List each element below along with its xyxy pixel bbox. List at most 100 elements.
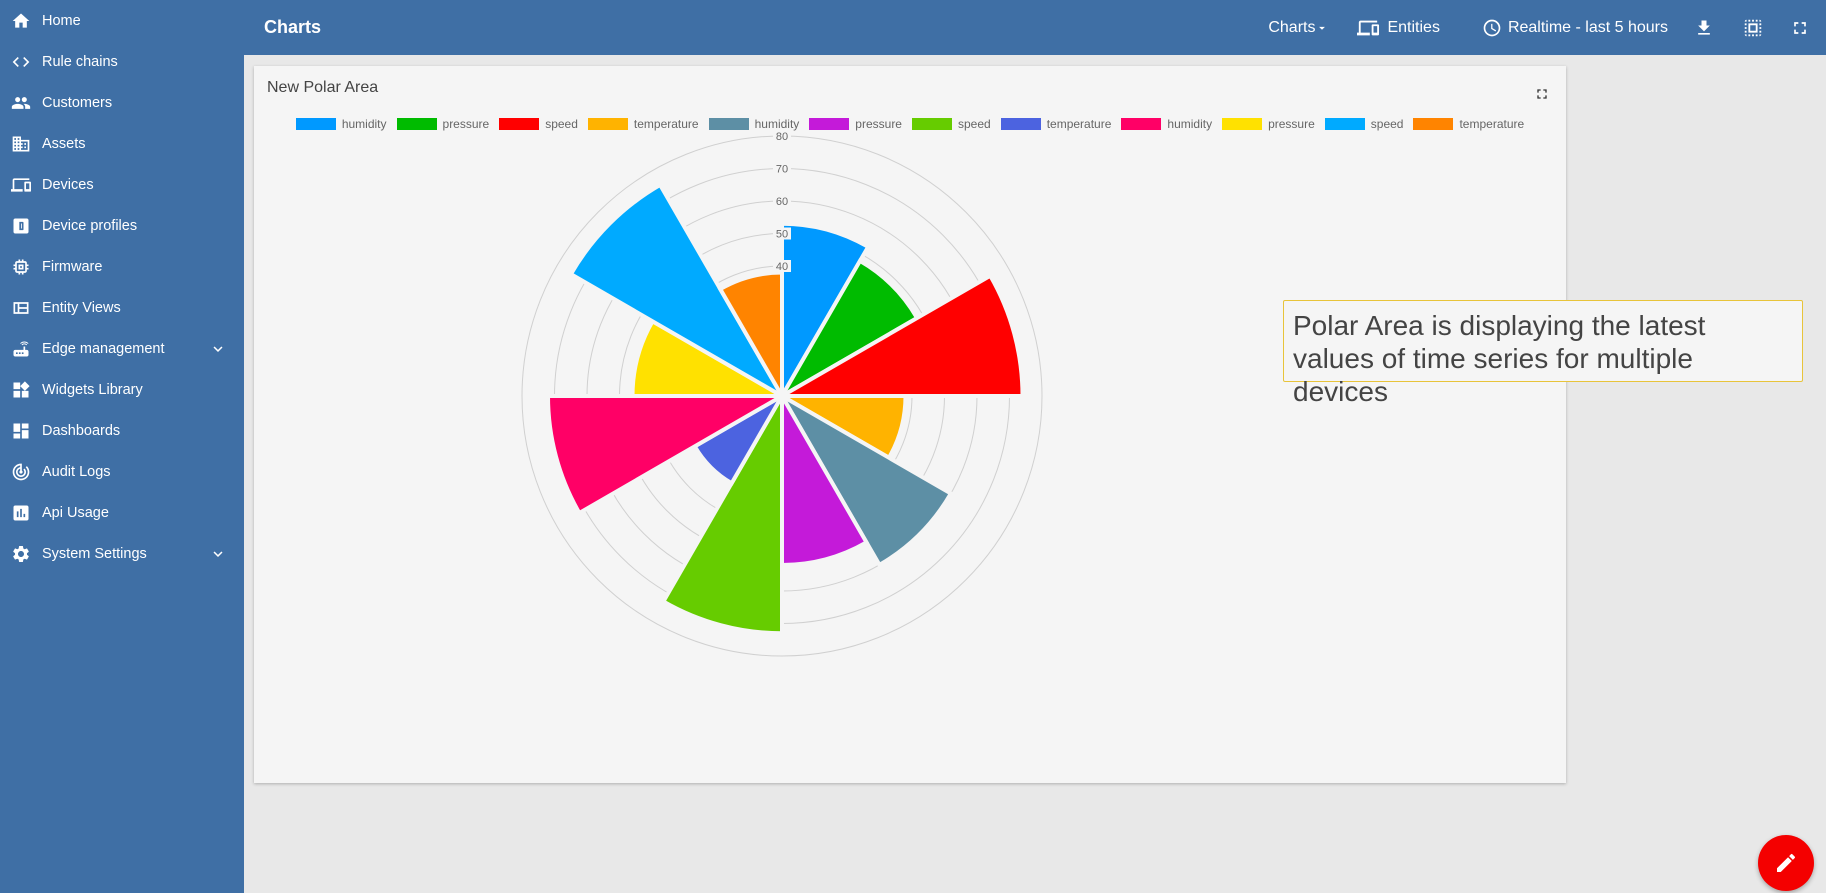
legend-label: speed <box>957 117 991 131</box>
devices-icon <box>10 174 32 196</box>
chevron-down-icon[interactable] <box>206 337 230 361</box>
r-tick-label: 80 <box>776 131 788 143</box>
charts-dropdown-label: Charts <box>1268 18 1316 36</box>
legend-item[interactable]: pressure <box>396 117 490 131</box>
select-area-icon <box>1744 19 1762 36</box>
polar-slice-humidity[interactable] <box>776 390 954 568</box>
polar-area-chart: 40 50 60 70 80 <box>521 130 1043 657</box>
polar-slice-humidity[interactable] <box>545 394 790 516</box>
export-button[interactable] <box>1694 0 1714 55</box>
sidebar-item-label: Customers <box>42 94 113 111</box>
sidebar-item-label: System Settings <box>42 545 147 562</box>
sidebar-item-edge-management[interactable]: Edge management <box>0 328 244 369</box>
sidebar-item-entity-views[interactable]: Entity Views <box>0 287 244 328</box>
polar-slice-temperature[interactable] <box>717 270 784 404</box>
sidebar-item-system-settings[interactable]: System Settings <box>0 533 244 574</box>
polar-area-widget: New Polar Area humidity pressure speed temp… <box>254 66 1566 783</box>
edit-layout-button[interactable] <box>1742 0 1764 55</box>
legend-item[interactable]: humidity <box>1121 117 1212 131</box>
widget-title: New Polar Area <box>267 79 379 96</box>
sidebar-item-label: Edge management <box>42 340 165 357</box>
sidebar-item-devices[interactable]: Devices <box>0 164 244 205</box>
legend-item[interactable]: temperature <box>1413 117 1524 131</box>
legend-swatch <box>1413 118 1454 130</box>
fullscreen-icon <box>1794 21 1806 34</box>
edit-dashboard-button[interactable] <box>1758 835 1814 891</box>
sidebar-item-label: Devices <box>42 176 94 193</box>
polar-slice-humidity[interactable] <box>780 221 871 404</box>
legend-item[interactable]: speed <box>1324 117 1404 131</box>
r-tick-label: 70 <box>776 164 788 176</box>
legend-label: temperature <box>1459 117 1525 131</box>
people-icon <box>10 92 32 114</box>
sidebar-item-audit-logs[interactable]: Audit Logs <box>0 451 244 492</box>
sidebar-item-label: Device profiles <box>42 217 138 234</box>
track-changes-icon <box>10 461 32 483</box>
timewindow-button[interactable]: Realtime - last 5 hours <box>1482 0 1668 55</box>
chevron-down-icon[interactable] <box>206 542 230 566</box>
home-icon <box>10 10 32 32</box>
legend-label: pressure <box>442 117 490 131</box>
legend-swatch <box>809 118 850 130</box>
legend-item[interactable]: temperature <box>1000 117 1112 131</box>
sidebar-item-label: Entity Views <box>42 299 121 316</box>
top-toolbar: Charts Charts Entities Realtime - last 5… <box>244 0 1826 55</box>
legend-swatch <box>1121 118 1162 130</box>
legend-item[interactable]: humidity <box>295 117 387 131</box>
sidebar-item-customers[interactable]: Customers <box>0 82 244 123</box>
sidebar-item-widgets-library[interactable]: Widgets Library <box>0 369 244 410</box>
tick-label-bg <box>773 260 791 272</box>
sidebar-item-label: Home <box>42 12 81 29</box>
legend-label: speed <box>545 117 578 131</box>
legend-item[interactable]: temperature <box>587 117 699 131</box>
sidebar-item-api-usage[interactable]: Api Usage <box>0 492 244 533</box>
tick-label-bg <box>773 227 791 240</box>
legend-label: humidity <box>754 117 800 131</box>
pencil-icon <box>1777 853 1796 872</box>
polar-slice-speed[interactable] <box>568 182 788 402</box>
dashboard-icon <box>10 420 32 442</box>
legend-swatch <box>911 118 952 130</box>
r-tick-label: 50 <box>776 229 788 241</box>
legend-label: temperature <box>1046 117 1112 131</box>
page-title: Charts <box>264 17 322 37</box>
legend-swatch <box>1222 118 1263 130</box>
r-tick-label: 40 <box>776 261 788 273</box>
sidebar-item-label: Firmware <box>42 258 103 275</box>
router-icon <box>10 338 32 360</box>
polar-slice-speed[interactable] <box>774 273 1025 398</box>
tick-label-bg <box>773 195 791 207</box>
charts-dropdown-button[interactable]: Charts <box>1268 0 1329 55</box>
insert-chart-icon <box>10 502 32 524</box>
sidebar-item-assets[interactable]: Assets <box>0 123 244 164</box>
clock-icon <box>1483 19 1501 36</box>
legend-item[interactable]: pressure <box>809 117 902 131</box>
legend-label: humidity <box>341 117 387 131</box>
sidebar-item-firmware[interactable]: Firmware <box>0 246 244 287</box>
sidebar-item-home[interactable]: Home <box>0 0 244 41</box>
sidebar-item-rule-chains[interactable]: Rule chains <box>0 41 244 82</box>
legend-item[interactable]: speed <box>499 117 578 131</box>
device-profile-icon <box>10 215 32 237</box>
sidebar-item-label: Dashboards <box>42 422 121 439</box>
sidebar-item-label: Audit Logs <box>42 463 111 480</box>
legend-swatch <box>708 118 749 130</box>
sidebar-item-dashboards[interactable]: Dashboards <box>0 410 244 451</box>
fullscreen-button[interactable] <box>1790 0 1810 55</box>
entities-button[interactable]: Entities <box>1357 0 1440 55</box>
legend-label: speed <box>1370 117 1404 131</box>
legend-item[interactable]: pressure <box>1222 117 1315 131</box>
legend-item[interactable]: humidity <box>708 117 800 131</box>
sidebar-item-label: Rule chains <box>42 53 118 70</box>
legend-label: pressure <box>1268 117 1315 131</box>
polar-slice-speed[interactable] <box>660 388 784 636</box>
code-arrows-icon <box>10 51 32 73</box>
legend-swatch <box>1000 118 1041 130</box>
caret-down-icon <box>1319 26 1326 30</box>
legend-item[interactable]: speed <box>911 117 991 131</box>
r-tick-label: 60 <box>776 196 788 208</box>
widget-fullscreen-icon[interactable] <box>1534 86 1550 102</box>
chart-legend: humidity pressure speed temperature humidity… <box>254 117 1566 131</box>
legend-swatch <box>396 118 437 130</box>
sidebar-item-device-profiles[interactable]: Device profiles <box>0 205 244 246</box>
